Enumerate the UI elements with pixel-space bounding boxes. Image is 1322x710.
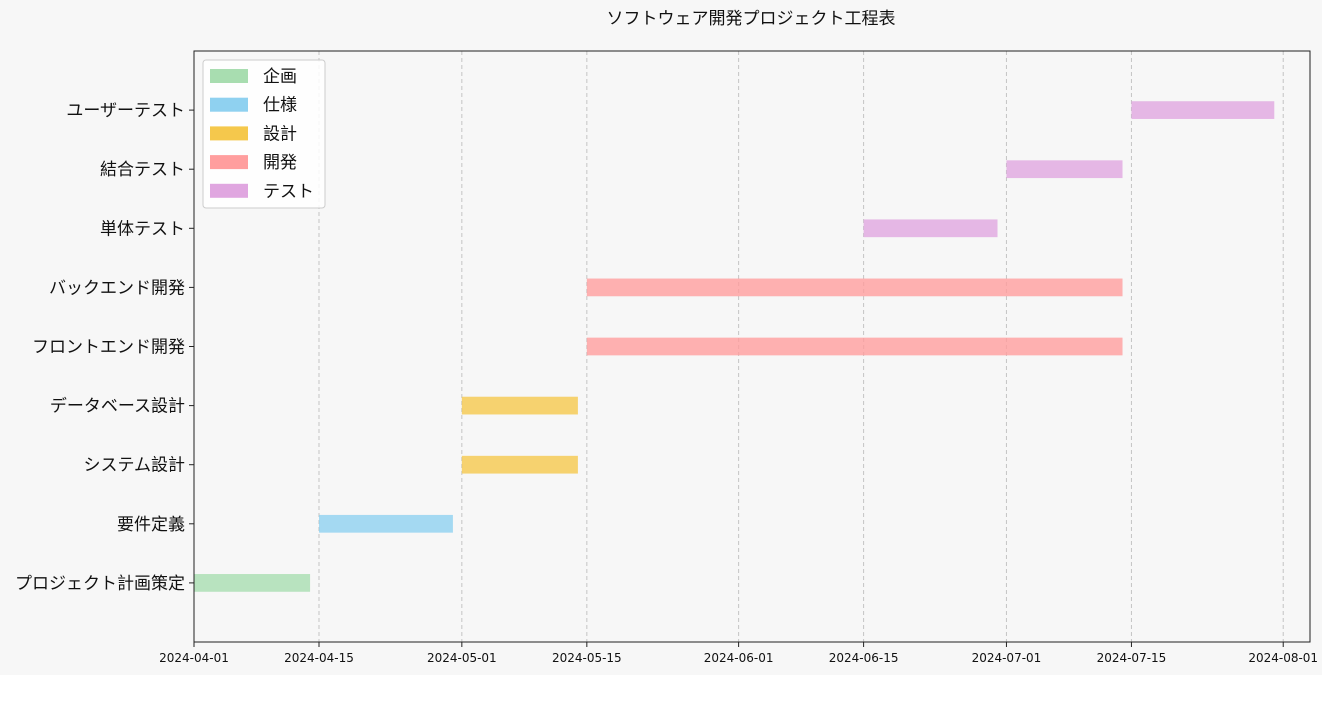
y-tick-label: フロントエンド開発 [32, 338, 185, 358]
y-tick-label: 結合テスト [100, 160, 185, 180]
task-bar [1006, 160, 1123, 179]
x-tick-label: 2024-08-01 [1248, 651, 1318, 665]
gantt-chart: ソフトウェア開発プロジェクト工程表 2024-04-01 2024-04-15 20… [15, 9, 1318, 665]
x-tick-label: 2024-07-15 [1097, 651, 1167, 665]
y-tick-label: プロジェクト計画策定 [15, 574, 185, 594]
task-bar [194, 574, 311, 592]
x-tick-label: 2024-05-15 [552, 651, 622, 665]
x-tick-label: 2024-04-15 [284, 651, 354, 665]
chart-figure: ソフトウェア開発プロジェクト工程表 2024-04-01 2024-04-15 20… [15, 9, 1319, 665]
y-tick-label: システム設計 [84, 456, 186, 476]
legend-swatch [210, 69, 248, 83]
y-tick-label: 単体テスト [100, 219, 185, 239]
task-bars [194, 101, 1275, 592]
x-tick-label: 2024-07-01 [972, 651, 1042, 665]
legend-label: 設計 [263, 124, 297, 144]
y-tick-label: バックエンド開発 [49, 278, 185, 298]
y-tick-label: データベース設計 [50, 396, 185, 417]
task-bar [461, 396, 578, 415]
x-tick-label: 2024-05-01 [427, 651, 497, 665]
x-axis-ticks: 2024-04-01 2024-04-15 2024-05-01 2024-05-15… [159, 642, 1318, 665]
task-bar [318, 514, 453, 533]
legend-label: 開発 [263, 153, 297, 173]
x-tick-label: 2024-06-01 [704, 651, 774, 665]
y-tick-label: 要件定義 [117, 515, 185, 535]
legend-box [202, 59, 326, 209]
y-tick-label: ユーザーテスト [66, 101, 185, 121]
legend-swatch [210, 97, 248, 112]
task-bar [586, 337, 1123, 356]
x-tick-label: 2024-04-01 [159, 651, 229, 665]
task-bar [863, 219, 998, 238]
y-axis-ticks: プロジェクト計画策定 要件定義 システム設計 データベース設計 フロントエンド開発 バック… [15, 101, 194, 594]
legend-label: テスト [263, 182, 314, 202]
legend-label: 企画 [263, 67, 297, 87]
legend-swatch [210, 183, 248, 198]
task-bar [461, 455, 578, 474]
legend-swatch [210, 126, 248, 141]
task-bar [586, 278, 1123, 297]
x-tick-label: 2024-06-15 [829, 651, 899, 665]
legend-swatch [210, 155, 248, 170]
legend-label: 仕様 [263, 96, 297, 116]
task-bar [1131, 101, 1275, 119]
chart-title: ソフトウェア開発プロジェクト工程表 [607, 9, 896, 29]
